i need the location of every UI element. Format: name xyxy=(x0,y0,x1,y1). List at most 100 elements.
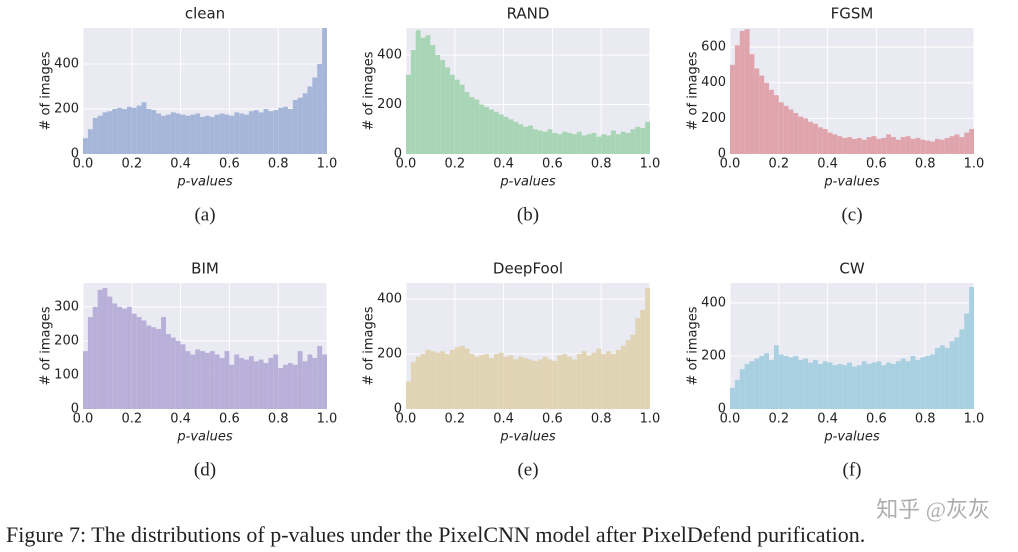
histogram-bar xyxy=(808,362,813,409)
y-tick-label: 400 xyxy=(54,57,79,72)
x-axis-label: p-values xyxy=(499,430,555,445)
y-tick-label: 100 xyxy=(54,367,79,382)
histogram-bar xyxy=(224,351,230,409)
x-tick-label: 0.8 xyxy=(591,412,612,427)
histogram-bar xyxy=(552,360,558,409)
histogram-bar xyxy=(239,113,245,154)
histogram-bar xyxy=(954,337,960,409)
histogram-bar xyxy=(788,109,794,154)
histogram-bar xyxy=(635,126,641,154)
x-tick-label: 0.4 xyxy=(817,412,838,427)
y-axis-label: # of images xyxy=(686,51,701,130)
histogram-bar xyxy=(808,121,813,154)
histogram-bar xyxy=(126,306,132,409)
histogram-bar xyxy=(944,137,950,154)
histogram-bar xyxy=(861,361,867,409)
histogram-bar xyxy=(175,340,181,409)
histogram-bar xyxy=(949,136,955,154)
histogram-bar xyxy=(205,115,210,154)
x-tick-label: 0.4 xyxy=(493,412,514,427)
histogram-bar xyxy=(273,110,279,154)
histogram-bar xyxy=(620,131,626,154)
histogram-bar xyxy=(209,116,215,154)
histogram-bar xyxy=(861,139,867,154)
x-tick-label: 1.0 xyxy=(964,412,985,427)
histogram-bar xyxy=(406,74,411,154)
histogram-bar xyxy=(744,363,750,409)
histogram-bar xyxy=(812,359,818,409)
histogram-bar xyxy=(900,137,906,154)
histogram-bar xyxy=(180,114,186,154)
histogram-bar xyxy=(812,123,818,154)
histogram-bar xyxy=(297,97,303,154)
histogram-bar xyxy=(83,351,88,409)
x-tick-label: 0.6 xyxy=(542,157,563,172)
histogram-bar xyxy=(523,126,528,154)
y-tick-label: 0 xyxy=(718,402,726,417)
y-tick-label: 600 xyxy=(701,40,726,55)
histogram-bar xyxy=(122,109,127,154)
y-tick-label: 0 xyxy=(71,147,79,162)
histogram-bar xyxy=(739,369,745,409)
chart-title: RAND xyxy=(507,5,550,23)
histogram-bar xyxy=(856,137,862,154)
histogram-bar xyxy=(503,356,509,409)
histogram-bar xyxy=(97,115,103,154)
histogram-bar xyxy=(576,353,582,409)
histogram-bar xyxy=(200,116,205,154)
x-tick-label: 0.6 xyxy=(866,412,887,427)
histogram-bar xyxy=(640,309,646,409)
histogram-bar xyxy=(523,358,528,409)
histogram-bar xyxy=(876,138,882,154)
y-tick-label: 400 xyxy=(701,295,726,310)
histogram-bar xyxy=(610,353,616,409)
histogram-bar xyxy=(537,359,543,409)
histogram-bar xyxy=(484,353,489,409)
histogram-bar xyxy=(474,99,480,154)
histogram-bar xyxy=(112,109,118,154)
histogram-bar xyxy=(415,356,421,409)
histogram-bar xyxy=(406,381,411,409)
histogram-bar xyxy=(905,136,911,154)
histogram-bar xyxy=(793,113,799,154)
histogram-bar xyxy=(571,359,577,409)
histogram-bar xyxy=(939,139,945,154)
histogram-bar xyxy=(518,124,524,154)
histogram-bar xyxy=(891,363,896,409)
histogram-bar xyxy=(620,345,626,409)
histogram-bar xyxy=(739,31,745,155)
histogram-bar xyxy=(165,114,171,154)
histogram-bar xyxy=(322,28,327,154)
histogram-bar xyxy=(586,355,592,409)
histogram-bar xyxy=(420,37,426,155)
x-tick-label: 0.4 xyxy=(493,157,514,172)
histogram-bar xyxy=(910,138,916,154)
x-tick-label: 0.8 xyxy=(591,157,612,172)
subfigure-caption: (b) xyxy=(517,204,539,225)
histogram-bar xyxy=(190,114,196,154)
histogram-bar xyxy=(435,352,441,409)
histogram-bar xyxy=(778,102,784,154)
subfigure-caption: (c) xyxy=(841,204,862,225)
histogram-bar xyxy=(749,54,755,154)
histogram-bar xyxy=(881,137,887,154)
histogram-bar xyxy=(445,353,450,409)
histogram-bar xyxy=(734,379,740,409)
x-tick-label: 1.0 xyxy=(640,157,661,172)
histogram-bar xyxy=(640,128,646,154)
histogram-bar xyxy=(410,362,416,409)
histogram-bar xyxy=(224,114,230,154)
histogram-bar xyxy=(552,132,558,154)
histogram-bar xyxy=(528,125,533,154)
y-tick-label: 200 xyxy=(701,111,726,126)
histogram-bar xyxy=(112,303,118,409)
histogram-bar xyxy=(283,106,288,154)
histogram-bar xyxy=(954,134,960,154)
figure-caption: Figure 7: The distributions of p-values … xyxy=(6,522,865,547)
histogram-bar xyxy=(562,353,568,409)
histogram-bar xyxy=(258,112,264,154)
subfigure-caption: (d) xyxy=(194,459,216,480)
histogram-bar xyxy=(219,113,225,154)
x-tick-label: 0.6 xyxy=(219,157,240,172)
histogram-bar xyxy=(601,353,607,409)
